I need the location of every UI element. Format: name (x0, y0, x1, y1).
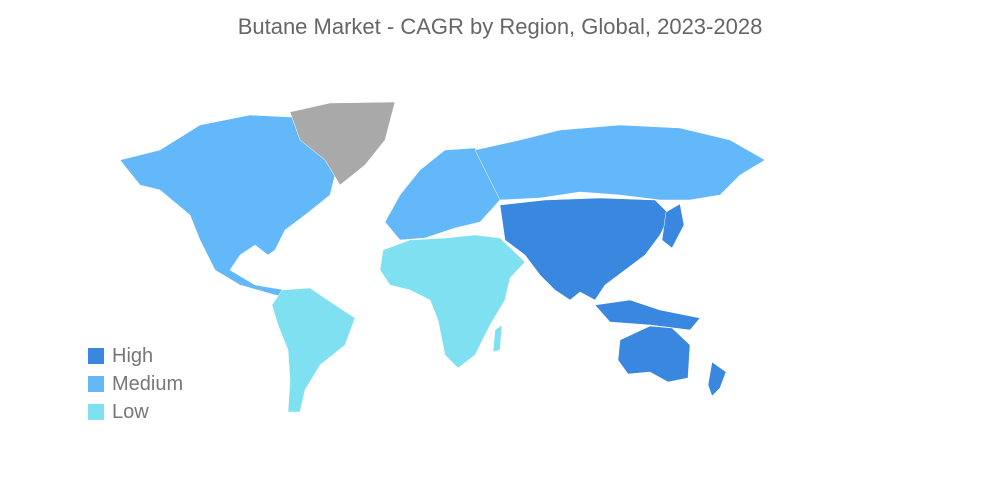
legend-item-medium: Medium (88, 370, 183, 398)
region-asia-pacific (499, 197, 727, 397)
legend-item-high: High (88, 342, 183, 370)
region-russia (474, 124, 766, 201)
legend-label: High (112, 344, 154, 367)
legend-item-low: Low (88, 398, 183, 426)
chart-title: Butane Market - CAGR by Region, Global, … (237, 14, 763, 39)
region-greenland (289, 101, 396, 186)
legend: High Medium Low (88, 342, 183, 426)
legend-label: Low (112, 400, 149, 423)
legend-swatch-medium (88, 376, 104, 392)
region-south-america (271, 287, 356, 413)
region-middle-east-africa (379, 234, 526, 369)
legend-swatch-high (88, 348, 104, 364)
legend-swatch-low (88, 404, 104, 420)
legend-label: Medium (112, 372, 184, 395)
